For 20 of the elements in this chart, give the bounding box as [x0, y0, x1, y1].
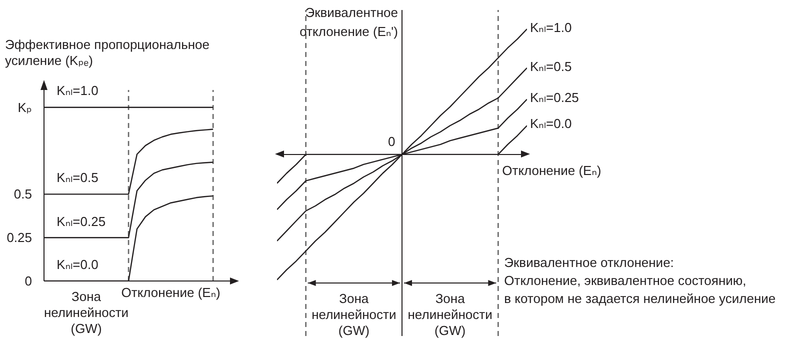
- y-tick-label: 0.5: [14, 186, 32, 202]
- series-label: Kₙₗ=0.5: [56, 170, 98, 186]
- y-tick-label: Kₚ: [18, 100, 32, 115]
- y-axis-title: Эффективное пропорциональное усиление (Kₚₑ): [5, 37, 211, 69]
- y-tick-label: 0.25: [6, 230, 32, 246]
- annotation: 0: [388, 134, 396, 150]
- series-label: Kₙₗ=0.0: [530, 116, 572, 132]
- series-label: Kₙₗ=0.25: [56, 214, 106, 230]
- y-axis-title: Эквивалентное отклонение (Eₙ'): [298, 4, 398, 41]
- x-axis-title: Отклонение (Eₙ): [120, 284, 221, 302]
- series-label: Kₙₗ=0.25: [530, 90, 579, 106]
- series-label: Kₙₗ=0.5: [530, 58, 572, 75]
- text: Зона нелинейности (GW): [406, 291, 494, 339]
- x-axis-title: Отклонение (Eₙ): [502, 163, 602, 179]
- y-tick-label: 0: [24, 274, 32, 289]
- legend-label: Kₙₗ=1.0: [56, 83, 98, 100]
- series-label: Kₙₗ=1.0: [530, 20, 572, 36]
- annotation: Эквивалентное отклонение: Отклонение, эквивалентное состоянию, в котором не задается нелинейное усиление: [504, 254, 776, 308]
- text: Зона нелинейности (GW): [310, 291, 398, 339]
- series-label: Kₙₗ=0.0: [56, 257, 98, 273]
